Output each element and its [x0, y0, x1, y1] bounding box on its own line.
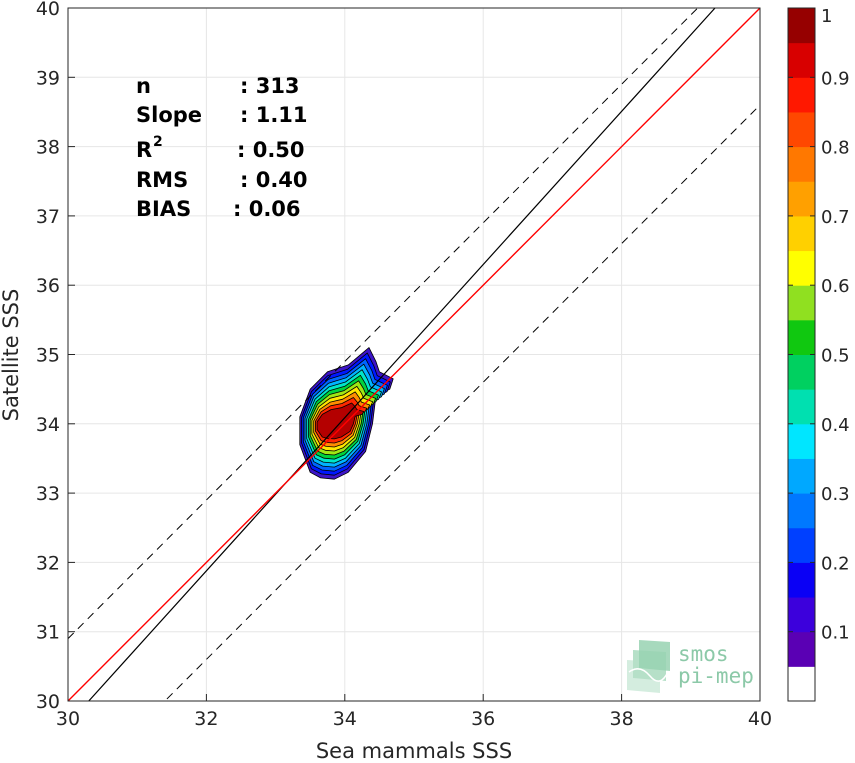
y-tick-label: 39 — [36, 67, 60, 89]
colorbar-band — [788, 146, 815, 182]
stats-block: n : 313 Slope : 1.11 R 2 : 0.50 RMS : 0.… — [136, 74, 308, 221]
x-tick-label: 30 — [56, 708, 80, 730]
colorbar-band — [788, 111, 815, 148]
identity-line — [68, 8, 760, 701]
stat-value-r2: : 0.50 — [237, 138, 305, 162]
y-tick-label: 31 — [36, 622, 60, 644]
y-tick-label: 35 — [36, 345, 60, 367]
colorbar-band — [788, 354, 815, 390]
y-tick-label: 38 — [36, 137, 60, 159]
x-tick-label: 36 — [471, 708, 495, 730]
y-tick-label: 33 — [36, 483, 60, 505]
colorbar-band — [788, 285, 815, 321]
y-tick-label: 32 — [36, 552, 60, 574]
y-tick-label: 30 — [36, 691, 60, 713]
colorbar-tick-label: 1 — [821, 6, 832, 27]
colorbar-band — [788, 389, 815, 425]
colorbar-band — [788, 458, 815, 494]
colorbar — [788, 8, 815, 702]
stat-value-bias: : 0.06 — [233, 197, 301, 221]
grid — [67, 7, 761, 702]
stat-label-n: n — [136, 74, 151, 98]
colorbar-tick-label: 0.7 — [821, 207, 850, 228]
x-ticks: 30 32 34 36 38 40 — [56, 694, 772, 730]
stat-label-rms: RMS — [136, 168, 188, 192]
logo-mark-icon — [627, 640, 670, 693]
colorbar-band — [788, 597, 815, 633]
smos-pi-mep-logo: smos pi-mep — [627, 640, 754, 693]
colorbar-ticks: 0.1 0.2 0.3 0.4 0.5 0.6 0.7 0.8 0.9 1 — [788, 6, 850, 644]
stat-value-n: : 313 — [240, 74, 300, 98]
stat-value-slope: : 1.11 — [240, 103, 308, 127]
x-axis-label: Sea mammals SSS — [316, 739, 512, 763]
colorbar-tick-label: 0.3 — [821, 484, 850, 505]
upper-bound-line — [68, 8, 699, 639]
colorbar-tick-label: 0.1 — [821, 623, 850, 644]
y-tick-label: 37 — [36, 206, 60, 228]
x-tick-label: 40 — [748, 708, 772, 730]
stat-value-rms: : 0.40 — [240, 168, 308, 192]
stat-label-slope: Slope — [136, 103, 202, 127]
colorbar-tick-label: 0.9 — [821, 68, 850, 89]
colorbar-tick-label: 0.5 — [821, 346, 850, 367]
colorbar-band — [788, 77, 815, 113]
x-tick-label: 38 — [610, 708, 634, 730]
density-contour-level — [316, 402, 365, 440]
colorbar-band — [788, 562, 815, 598]
stat-label-r2-sup: 2 — [153, 134, 163, 150]
y-ticks: 30 31 32 33 34 35 36 37 38 39 40 — [36, 0, 75, 713]
stat-label-bias: BIAS — [136, 197, 191, 221]
colorbar-band — [788, 250, 815, 286]
colorbar-band — [788, 181, 815, 217]
colorbar-band — [788, 527, 815, 563]
lower-bound-line — [164, 104, 760, 701]
y-tick-label: 36 — [36, 275, 60, 297]
colorbar-tick-label: 0.8 — [821, 138, 850, 159]
colorbar-band — [788, 666, 815, 702]
stat-label-r2: R — [136, 138, 152, 162]
x-tick-label: 32 — [194, 708, 218, 730]
y-tick-label: 34 — [36, 414, 60, 436]
colorbar-band — [788, 423, 815, 459]
colorbar-band — [788, 493, 815, 529]
fit-line — [88, 8, 716, 701]
colorbar-tick-label: 0.6 — [821, 276, 850, 297]
y-axis-label: Satellite SSS — [0, 289, 23, 422]
colorbar-tick-label: 0.4 — [821, 415, 850, 436]
colorbar-tick-label: 0.2 — [821, 553, 850, 574]
x-tick-label: 34 — [333, 708, 357, 730]
colorbar-band — [788, 631, 815, 667]
colorbar-band — [788, 215, 815, 252]
logo-text-line2: pi-mep — [678, 664, 754, 688]
regression-lines — [68, 8, 760, 701]
colorbar-band — [788, 319, 815, 355]
colorbar-band — [788, 42, 815, 78]
y-tick-label: 40 — [36, 0, 60, 20]
logo-text-line1: smos — [678, 642, 729, 666]
colorbar-band — [788, 8, 815, 44]
